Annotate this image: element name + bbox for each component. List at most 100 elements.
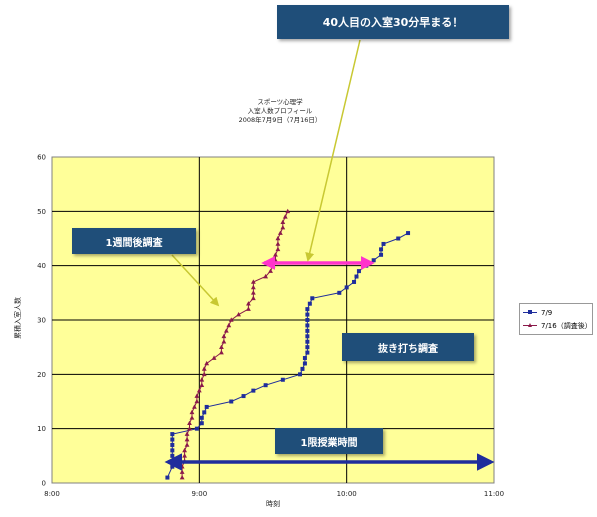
data-point-series-2 [199,382,205,387]
data-point-series-2 [273,252,278,257]
data-point-series-2 [263,273,269,279]
chart-title-line-2: 入室人数プロフィール [248,106,313,115]
data-point-series-1 [307,301,312,306]
data-point-series-2 [275,241,281,246]
data-point-series-2 [280,219,286,224]
callout-one-week-later: 1週間後調査 [72,228,196,254]
x-tick-label: 11:00 [484,490,504,498]
data-point-series-2 [277,230,283,235]
data-point-series-1 [170,453,175,458]
data-point-series-2 [184,431,190,436]
callout-40th-person: 40人目の入室30分早まる！ [277,5,509,39]
data-point-series-2 [250,295,256,301]
data-point-series-1 [310,296,315,301]
data-point-series-2 [182,447,187,453]
data-point-series-1 [194,426,199,431]
y-tick-label: 0 [42,480,46,488]
data-point-series-1 [396,236,401,241]
data-point-series-2 [282,214,288,219]
data-point-series-1 [202,410,207,415]
data-point-series-2 [187,420,192,426]
data-point-series-1 [305,350,310,355]
y-tick-label: 30 [37,317,46,325]
data-point-series-1 [352,279,357,284]
data-point-series-2 [199,377,205,382]
callout-surprise-survey: 抜き打ち調査 [342,333,474,361]
data-point-series-2 [285,208,291,214]
data-point-series-1 [381,241,386,246]
data-point-series-1 [354,274,359,279]
data-point-series-2 [221,339,227,344]
data-point-series-1 [305,334,310,339]
legend-swatch-2 [523,323,537,327]
data-point-series-2 [187,426,192,431]
data-point-series-2 [221,333,227,339]
y-tick-labels: 0 10 20 30 40 50 60 [37,154,46,488]
data-point-series-1 [199,421,204,426]
data-point-series-2 [246,301,251,306]
chart-title-line-1: スポーツ心理学 [257,97,303,106]
data-point-series-1 [241,394,246,399]
data-point-series-1 [305,328,310,333]
data-point-series-2 [250,290,256,295]
data-point-series-2 [236,311,242,317]
data-point-series-2 [280,225,286,230]
data-point-series-2 [275,235,281,241]
data-point-series-2 [184,442,190,447]
data-point-series-2 [189,409,195,415]
x-tick-label: 9:00 [191,490,207,498]
data-point-series-2 [219,344,224,349]
data-point-series-1 [305,307,310,312]
data-point-series-1 [165,475,170,480]
data-point-series-1 [229,399,234,404]
data-point-series-2 [228,317,234,322]
data-point-series-2 [189,415,195,420]
y-tick-label: 20 [37,371,46,379]
x-tick-label: 8:00 [44,490,60,498]
legend: 7/9 7/16（調査後） [519,303,593,335]
data-point-series-1 [199,415,204,420]
data-point-series-1 [379,247,384,252]
data-point-series-2 [201,366,207,371]
data-point-series-2 [246,306,251,311]
data-point-series-2 [194,398,200,404]
data-point-series-1 [371,258,376,263]
data-point-series-2 [179,469,185,474]
legend-item-series-1: 7/9 [523,307,552,318]
data-point-series-1 [305,339,310,344]
chart-title-line-3: 2008年7月9日（7月16日） [239,115,322,124]
x-tick-labels: 8:00 9:00 10:00 11:00 [44,490,504,498]
chart-title: スポーツ心理学 入室人数プロフィール 2008年7月9日（7月16日） [239,97,322,124]
data-point-series-2 [250,279,256,284]
data-point-series-1 [305,345,310,350]
data-point-series-2 [226,322,232,328]
data-point-series-2 [179,474,185,480]
data-point-series-2 [223,328,229,333]
data-point-series-1 [302,361,307,366]
legend-item-series-2: 7/16（調査後） [523,320,592,331]
data-point-series-1 [305,312,310,317]
legend-label-1: 7/9 [541,308,553,317]
data-point-series-2 [275,246,281,252]
legend-swatch-1 [523,310,537,314]
data-point-series-1 [305,323,310,328]
data-point-series-1 [305,318,310,322]
y-axis-label: 累積入室人数 [13,297,22,339]
data-point-series-1 [204,404,209,409]
data-point-series-1 [170,448,175,453]
data-point-series-2 [250,284,256,290]
callout-class-time: 1限授業時間 [275,428,383,454]
data-point-series-2 [201,371,207,377]
x-axis-label: 時刻 [266,499,280,508]
data-point-series-1 [280,377,285,382]
y-tick-label: 40 [37,262,46,270]
x-tick-label: 10:00 [337,490,357,498]
data-point-series-1 [170,437,175,442]
data-point-series-2 [194,393,200,398]
callout-pointer-top [305,39,361,262]
data-point-series-1 [406,231,411,236]
data-point-series-2 [192,404,197,409]
data-point-series-1 [302,356,307,361]
callout-pointer-left [171,254,220,307]
